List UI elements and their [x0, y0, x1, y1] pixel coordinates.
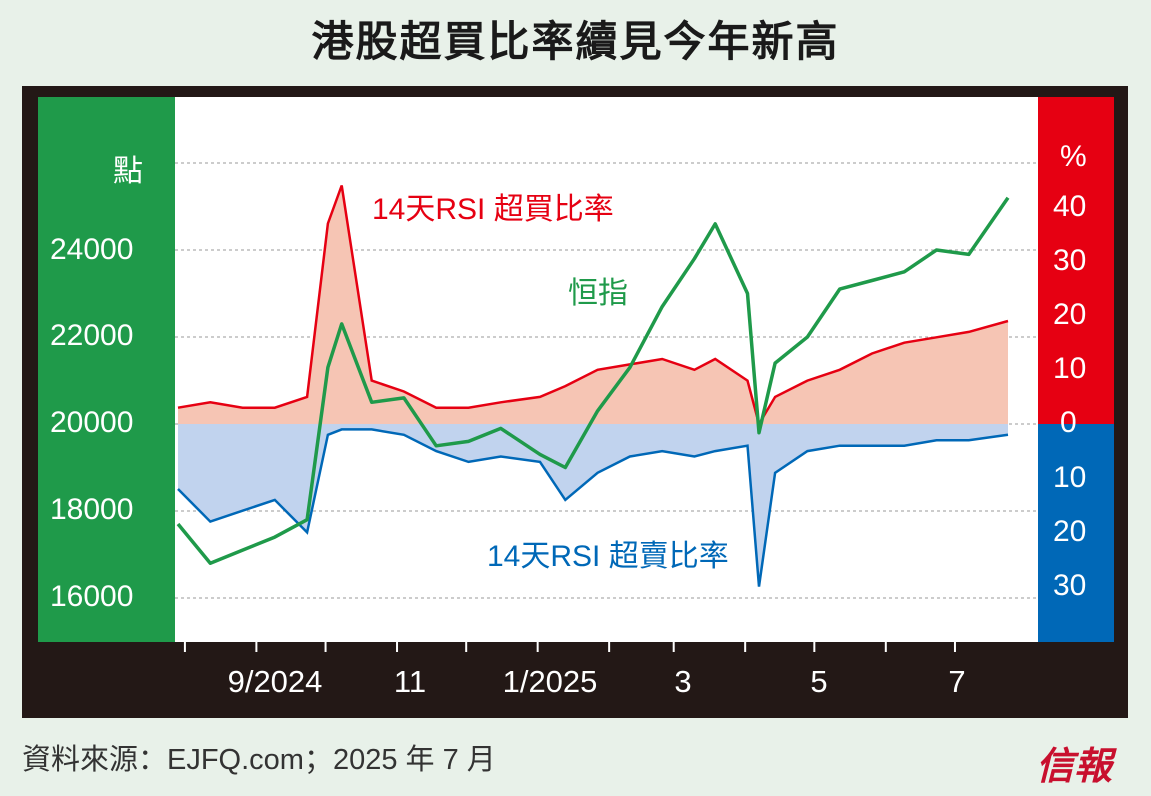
left-axis-panel [38, 97, 175, 642]
left-tick-18000: 18000 [50, 493, 134, 526]
x-tick-marks [183, 642, 956, 652]
x-tick-may: 5 [810, 664, 828, 699]
right-tick-bottom-20: 20 [1053, 515, 1087, 548]
overbought-line [177, 185, 1009, 428]
right-tick-20: 20 [1053, 298, 1087, 331]
x-tick-sep-2024: 9/2024 [227, 664, 323, 699]
left-axis-unit: 點 [113, 155, 143, 188]
right-tick-40: 40 [1053, 190, 1087, 223]
overbought-area [178, 185, 1008, 424]
oversold-area [178, 424, 1008, 587]
right-axis-unit: % [1060, 140, 1087, 173]
right-tick-0: 0 [1060, 406, 1077, 439]
left-tick-20000: 20000 [50, 406, 134, 439]
publisher-logo: 信報 [1036, 743, 1113, 788]
right-axis-panel-oversold [1038, 424, 1114, 642]
hsi-line [176, 196, 1010, 565]
left-tick-24000: 24000 [50, 233, 134, 266]
oversold-line [177, 428, 1009, 587]
right-tick-bottom-30: 30 [1053, 569, 1087, 602]
source-note: 資料來源：EJFQ.com；2025 年 7 月 [22, 744, 496, 776]
right-axis-panel-overbought [1038, 97, 1114, 424]
x-tick-jan-2025: 1/2025 [502, 664, 598, 699]
x-tick-mar: 3 [674, 664, 692, 699]
x-tick-jul: 7 [948, 664, 966, 699]
hsi-annotation: 恒指 [568, 277, 628, 310]
right-tick-10: 10 [1053, 352, 1087, 385]
chart-title: 港股超買比率續見今年新高 [311, 17, 840, 66]
x-tick-nov: 11 [393, 664, 427, 699]
oversold-annotation: 14天RSI 超賣比率 [487, 540, 729, 573]
overbought-annotation: 14天RSI 超買比率 [372, 193, 614, 226]
right-tick-bottom-10: 10 [1053, 461, 1087, 494]
left-tick-16000: 16000 [50, 580, 134, 613]
left-tick-22000: 22000 [50, 319, 134, 352]
right-tick-30: 30 [1053, 244, 1087, 277]
